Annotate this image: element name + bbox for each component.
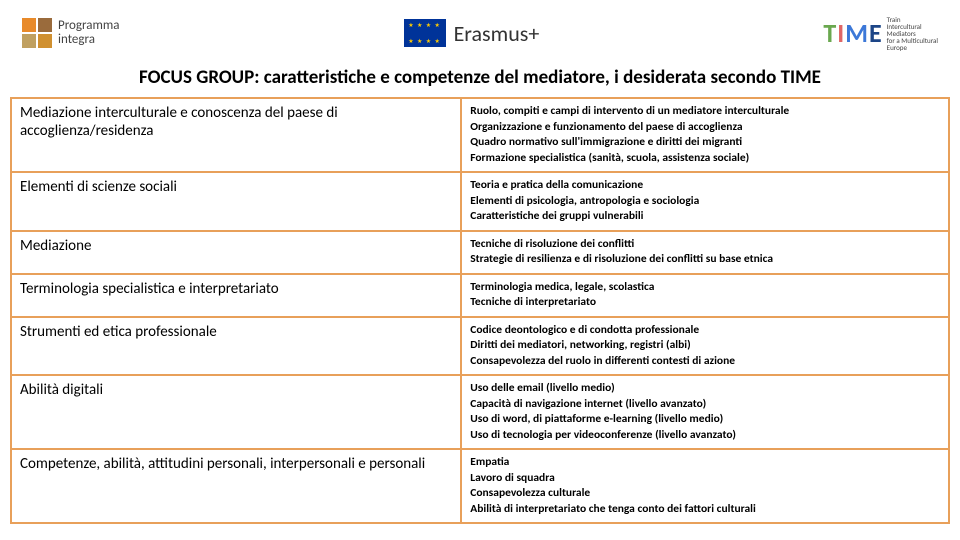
competency-category: Abilità digitali — [11, 375, 461, 449]
detail-line: Consapevolezza del ruolo in differenti c… — [470, 354, 940, 370]
competencies-table: Mediazione interculturale e conoscenza d… — [10, 97, 950, 524]
detail-line: Capacità di navigazione internet (livell… — [470, 397, 940, 413]
competency-details: Ruolo, compiti e campi di intervento di … — [461, 98, 949, 172]
detail-line: Formazione specialistica (sanità, scuola… — [470, 151, 940, 167]
table-row: MediazioneTecniche di risoluzione dei co… — [11, 231, 949, 274]
table-body: Mediazione interculturale e conoscenza d… — [11, 98, 949, 523]
competency-category: Strumenti ed etica professionale — [11, 317, 461, 376]
time-subtitle: Train Intercultural Mediators for a Mult… — [887, 16, 938, 51]
detail-line: Organizzazione e funzionamento del paese… — [470, 120, 940, 136]
competency-details: Uso delle email (livello medio)Capacità … — [461, 375, 949, 449]
logo-square — [38, 34, 52, 48]
detail-line: Codice deontologico e di condotta profes… — [470, 323, 940, 339]
table-row: Strumenti ed etica professionale Codice d… — [11, 317, 949, 376]
logo-square — [22, 18, 36, 32]
competency-details: Terminologia medica, legale, scolasticaT… — [461, 274, 949, 317]
competency-category: Competenze, abilità, attitudini personal… — [11, 449, 461, 523]
logo-square — [22, 34, 36, 48]
time-sub-line: Europe — [887, 44, 938, 51]
detail-line: Tecniche di interpretariato — [470, 295, 940, 311]
time-letters: TIME — [823, 17, 882, 49]
time-letter-e: E — [869, 17, 883, 49]
eu-flag-icon — [404, 19, 446, 47]
logo-squares-icon — [22, 18, 52, 48]
time-logo: TIME Train Intercultural Mediators for a… — [823, 16, 938, 51]
logo-square — [38, 18, 52, 32]
programma-label: Programma — [58, 19, 120, 33]
competency-category: Mediazione — [11, 231, 461, 274]
detail-line: Tecniche di risoluzione dei conflitti — [470, 237, 940, 253]
detail-line: Diritti dei mediatori, networking, regis… — [470, 338, 940, 354]
detail-line: Strategie di resilienza e di risoluzione… — [470, 252, 940, 268]
programma-integra-logo: Programma integra — [22, 18, 120, 48]
competencies-table-wrap: Mediazione interculturale e conoscenza d… — [0, 97, 960, 540]
table-row: Elementi di scienze socialiTeoria e prat… — [11, 172, 949, 231]
competency-category: Elementi di scienze sociali — [11, 172, 461, 231]
time-letter-m: M — [845, 17, 869, 49]
detail-line: Teoria e pratica della comunicazione — [470, 178, 940, 194]
header: Programma integra Erasmus+ TIME Train In… — [0, 0, 960, 60]
competency-category: Terminologia specialistica e interpretar… — [11, 274, 461, 317]
integra-label: integra — [58, 33, 120, 47]
detail-line: Uso di word, di piattaforme e-learning (… — [470, 412, 940, 428]
erasmus-label: Erasmus+ — [454, 20, 540, 47]
slide: Programma integra Erasmus+ TIME Train In… — [0, 0, 960, 540]
table-row: Mediazione interculturale e conoscenza d… — [11, 98, 949, 172]
detail-line: Quadro normativo sull'immigrazione e dir… — [470, 135, 940, 151]
competency-details: Teoria e pratica della comunicazioneElem… — [461, 172, 949, 231]
time-letter-t: T — [823, 17, 837, 49]
table-row: Competenze, abilità, attitudini personal… — [11, 449, 949, 523]
erasmus-logo: Erasmus+ — [404, 19, 540, 47]
detail-line: Uso di tecnologia per videoconferenze (l… — [470, 428, 940, 444]
detail-line: Caratteristiche dei gruppi vulnerabili — [470, 209, 940, 225]
detail-line: Ruolo, compiti e campi di intervento di … — [470, 104, 940, 120]
detail-line: Uso delle email (livello medio) — [470, 381, 940, 397]
detail-line: Abilità di interpretariato che tenga con… — [470, 502, 940, 518]
table-row: Abilità digitaliUso delle email (livello… — [11, 375, 949, 449]
detail-line: Elementi di psicologia, antropologia e s… — [470, 194, 940, 210]
detail-line: Terminologia medica, legale, scolastica — [470, 280, 940, 296]
programma-integra-text: Programma integra — [58, 19, 120, 48]
competency-details: EmpatiaLavoro di squadraConsapevolezza c… — [461, 449, 949, 523]
detail-line: Empatia — [470, 455, 940, 471]
competency-details: Tecniche di risoluzione dei conflittiStr… — [461, 231, 949, 274]
page-title: FOCUS GROUP: caratteristiche e competenz… — [0, 66, 960, 89]
competency-details: Codice deontologico e di condotta profes… — [461, 317, 949, 376]
detail-line: Lavoro di squadra — [470, 471, 940, 487]
competency-category: Mediazione interculturale e conoscenza d… — [11, 98, 461, 172]
detail-line: Consapevolezza culturale — [470, 486, 940, 502]
table-row: Terminologia specialistica e interpretar… — [11, 274, 949, 317]
